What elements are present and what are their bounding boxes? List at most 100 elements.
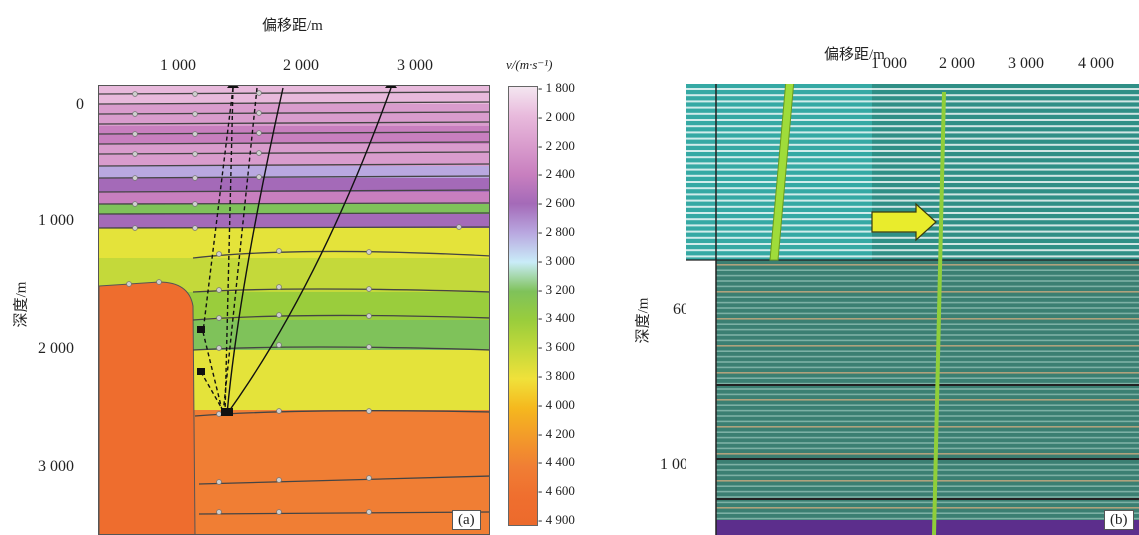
wave-stripe (716, 480, 1139, 482)
colorbar-label: - 1 800 (538, 80, 575, 95)
panel-b-x-tick-2: 2 000 (939, 55, 975, 72)
wave-stripe (716, 393, 1139, 396)
colorbar-label: - 2 400 (538, 166, 575, 182)
wave-stripe (686, 143, 1139, 146)
wave-stripe (716, 264, 1139, 266)
wave-stripe (716, 442, 1139, 444)
wave-stripe (716, 361, 1139, 363)
wave-stripe (716, 517, 1139, 520)
wave-stripe (716, 339, 1139, 342)
wave-stripe (686, 150, 1139, 152)
wave-stripe (716, 431, 1139, 433)
wave-stripe (716, 485, 1139, 487)
wave-stripe (686, 106, 1139, 109)
wave-stripe (716, 318, 1139, 320)
panel-a-y-tick-2000: 2 000 (38, 340, 74, 357)
wave-stripe (716, 463, 1139, 466)
wave-stripe (716, 301, 1139, 304)
wave-stripe (686, 205, 1139, 208)
reflector-line (716, 458, 1139, 460)
wave-stripe (716, 334, 1139, 336)
colorbar-label: - 3 800 (538, 368, 575, 383)
wave-stripe (716, 372, 1139, 374)
wave-stripe (716, 328, 1139, 331)
wave-stripe (716, 404, 1139, 406)
reflector-line (716, 384, 1139, 386)
wave-stripe (716, 285, 1139, 288)
panel-b-x-tick-4: 4 000 (1078, 55, 1114, 72)
colorbar-label: - 2 000 (538, 108, 575, 124)
wave-stripe (686, 187, 1139, 190)
panel-b-x-title: 偏移距/m (824, 45, 885, 63)
panel-b-x-tick-3: 3 000 (1008, 55, 1044, 72)
panel-a-y-tick-1000: 1 000 (38, 212, 74, 229)
wave-stripe (716, 280, 1139, 282)
wave-stripe (716, 307, 1139, 309)
wave-stripe (686, 249, 1139, 252)
wave-stripe (716, 399, 1139, 401)
colorbar-gradient (509, 87, 537, 525)
wave-stripe (716, 447, 1139, 450)
wave-stripe (686, 174, 1139, 177)
colorbar-label: - 3 200 (538, 281, 575, 297)
wave-stripe (686, 199, 1139, 202)
colorbar-label: - 4 000 (538, 396, 575, 412)
colorbar-label: - 4 200 (538, 425, 575, 441)
wave-stripe (716, 474, 1139, 477)
wave-stripe (686, 193, 1139, 196)
colorbar-label: - 3 400 (538, 310, 575, 326)
wave-stripe (686, 181, 1139, 183)
wave-stripe (716, 366, 1139, 369)
wave-stripe (716, 296, 1139, 298)
panel-b-tag: (b) (1104, 510, 1134, 530)
wave-stripe (716, 350, 1139, 352)
wave-stripe (716, 323, 1139, 325)
colorbar-label: - 4 600 (538, 483, 575, 499)
colorbar-label: - 2 600 (538, 195, 575, 211)
wave-stripe (716, 496, 1139, 498)
panel-a-x-tick-2: 2 000 (283, 57, 319, 74)
colorbar-label: - 3 000 (538, 252, 575, 268)
wave-stripe (716, 507, 1139, 509)
wave-stripe (716, 409, 1139, 412)
wave-stripe (686, 162, 1139, 165)
wave-stripe (716, 426, 1139, 428)
wave-stripe (716, 312, 1139, 315)
wave-stripe (716, 269, 1139, 271)
colorbar-label: - 3 600 (538, 339, 575, 355)
colorbar-fill (509, 87, 537, 525)
wave-stripe (716, 420, 1139, 423)
colorbar-label: - 4 900 (538, 512, 575, 527)
wave-stripe (686, 137, 1139, 140)
wave-stripe (716, 388, 1139, 390)
wave-stripe (686, 255, 1139, 258)
wave-stripe (686, 168, 1139, 171)
wave-stripe (716, 469, 1139, 471)
panel-a-x-tick-3: 3 000 (397, 57, 433, 74)
wave-stripe (686, 88, 1139, 90)
wave-stripe (716, 355, 1139, 358)
panel-b-wave-field (686, 84, 1139, 535)
reflector-line (716, 498, 1139, 500)
panel-a-y-title: 深度/m (11, 281, 30, 328)
wave-stripe (716, 501, 1139, 504)
wave-stripe (716, 415, 1139, 417)
wave-stripe (716, 345, 1139, 347)
wave-stripe (716, 291, 1139, 293)
wave-stripe (686, 119, 1139, 121)
wave-stripe (716, 382, 1139, 385)
colorbar-label: - 4 400 (538, 454, 575, 470)
panel-b-x-tick-1: 1 000 (871, 55, 907, 72)
wave-stripe (716, 453, 1139, 455)
wave-stripe (716, 274, 1139, 277)
colorbar-label: - 2 800 (538, 224, 575, 239)
panel-a-y-tick-3000: 3 000 (38, 458, 74, 475)
wave-stripe (686, 112, 1139, 115)
wave-stripe (716, 436, 1139, 439)
colorbar-label: - 2 200 (538, 137, 575, 153)
wave-stripe (686, 236, 1139, 239)
wave-stripe (686, 243, 1139, 245)
wave-stripe (686, 131, 1139, 134)
wave-stripe (686, 100, 1139, 103)
colorbar-title: v/(m·s⁻¹) (506, 57, 553, 72)
